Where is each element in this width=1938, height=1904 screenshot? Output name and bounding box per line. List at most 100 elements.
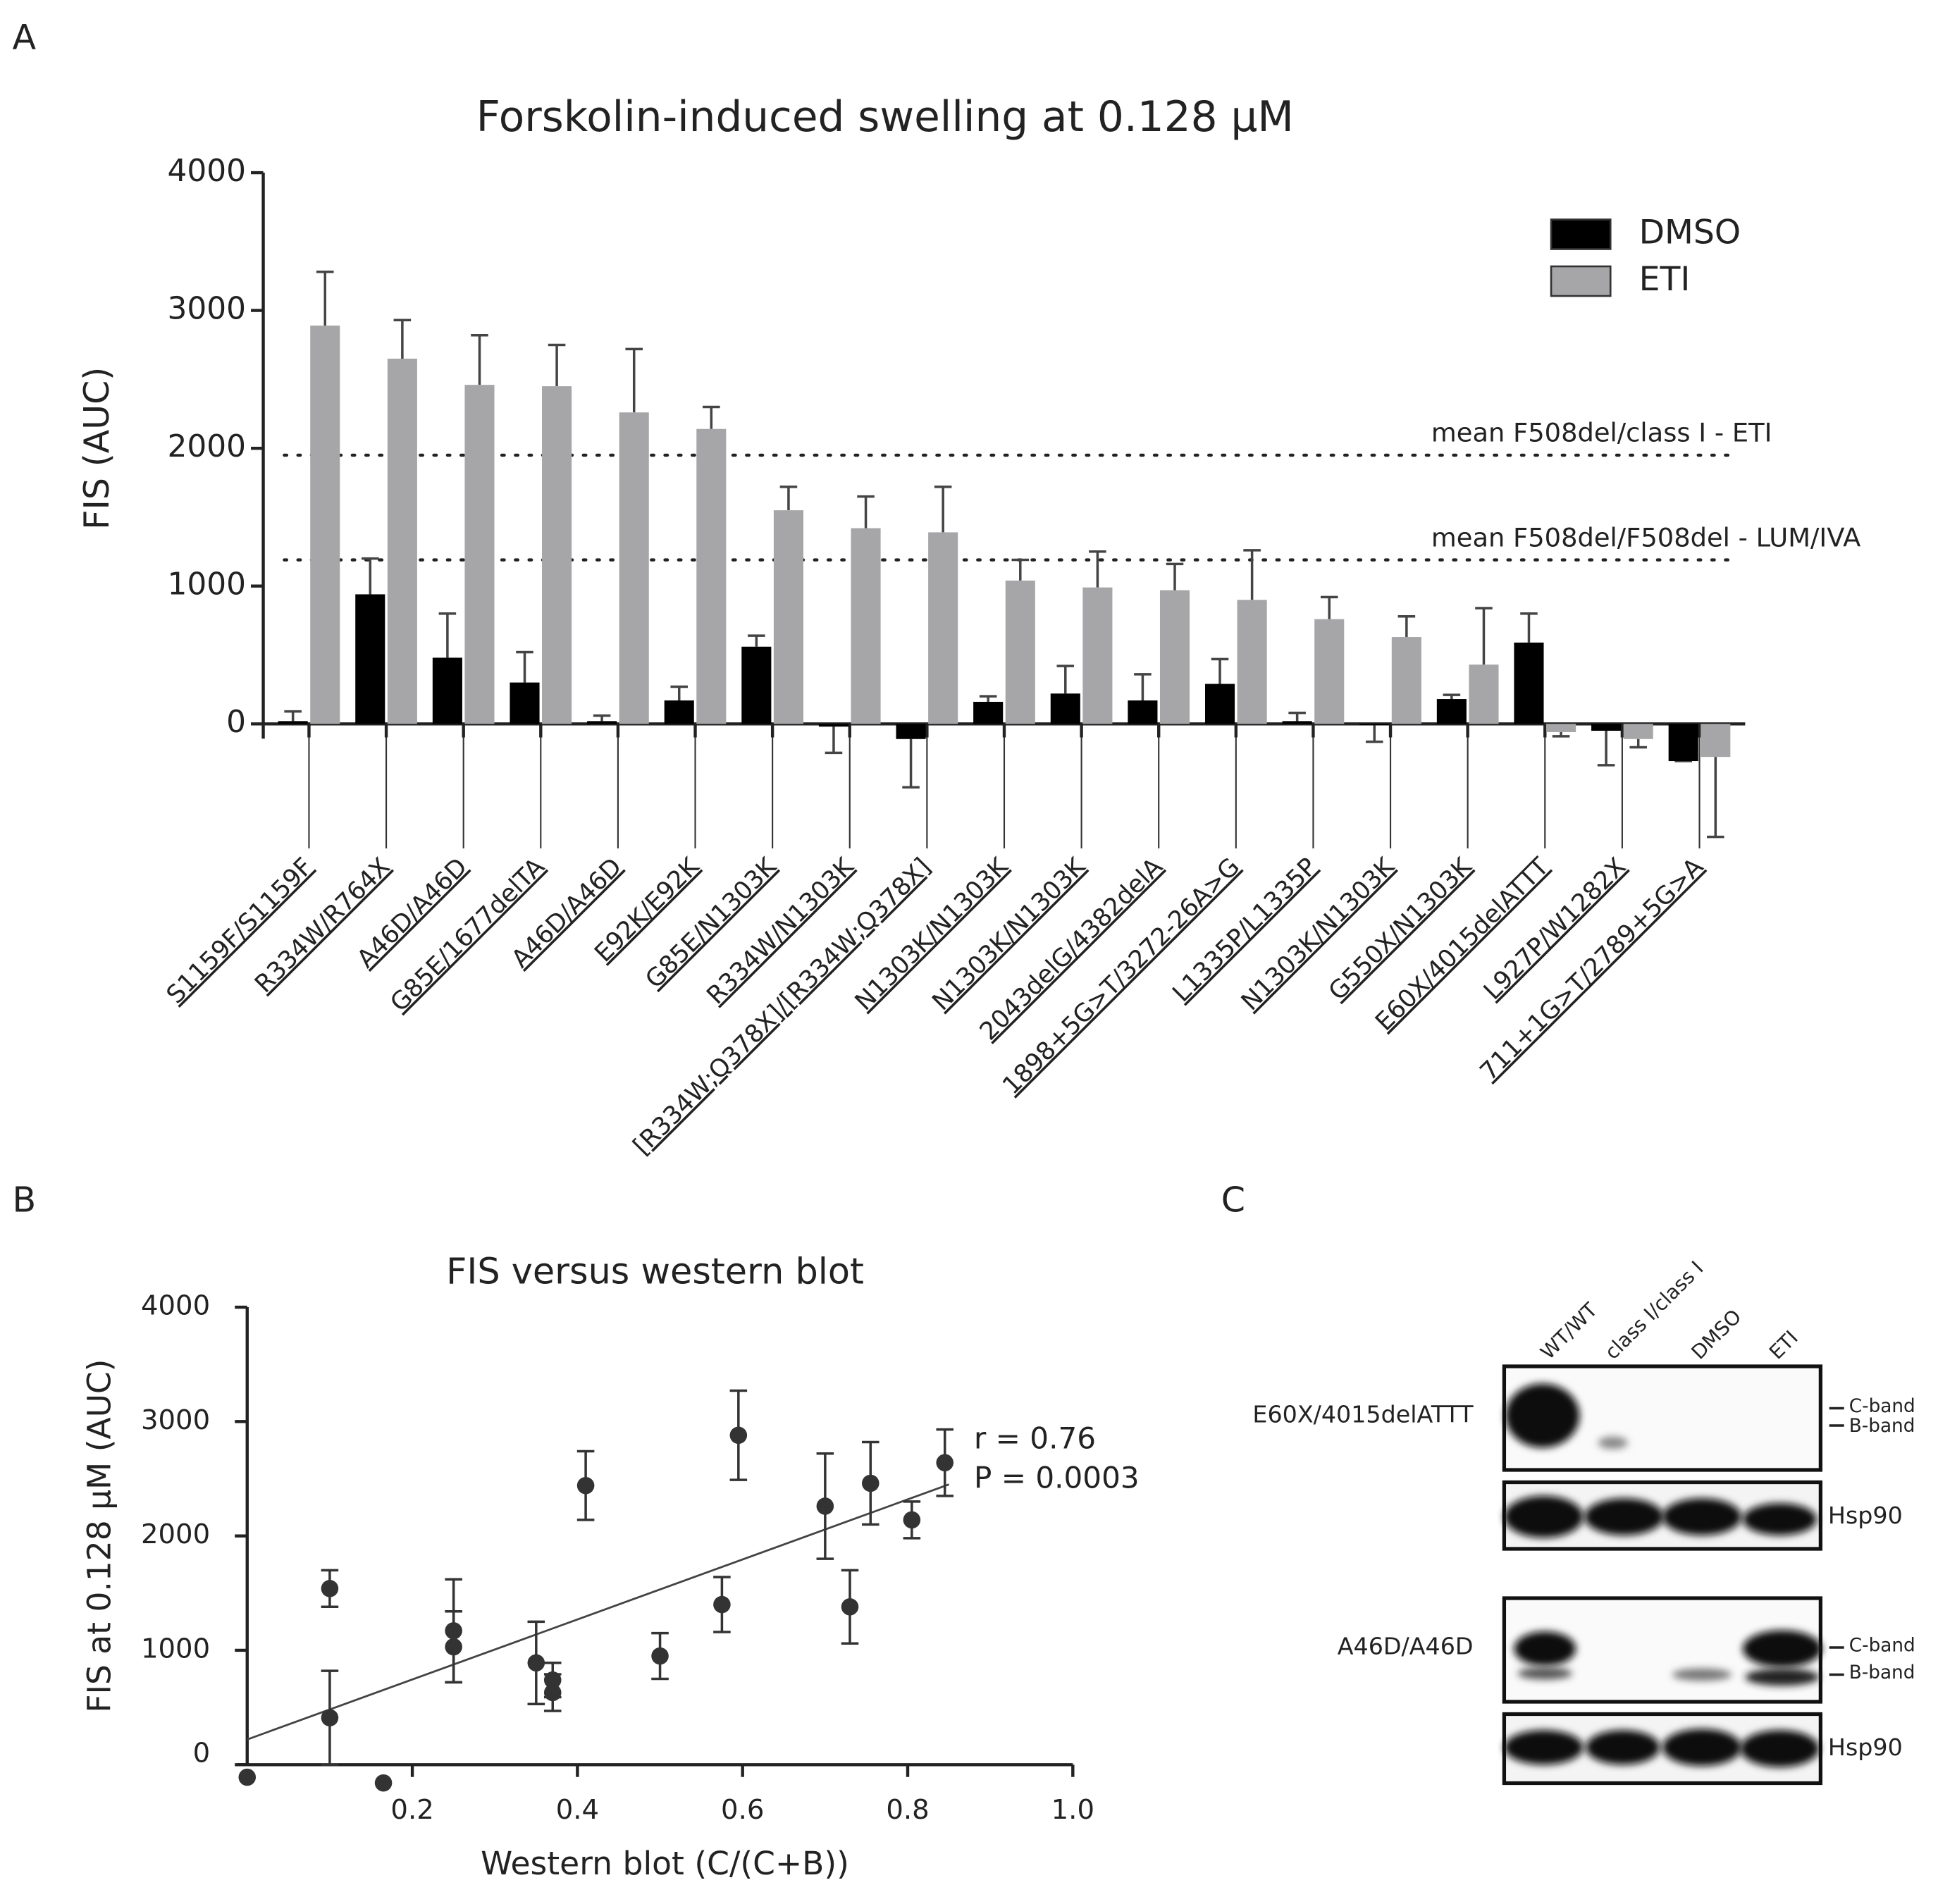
y-tick-label: 0 [226, 704, 246, 740]
bar [310, 326, 340, 724]
reference-label: mean F508del/class I - ETI [1431, 418, 1772, 448]
bar [1514, 642, 1544, 724]
band-label: C-band [1849, 1396, 1915, 1417]
bar [510, 682, 540, 724]
panel-label: C [1221, 1180, 1245, 1220]
band [1504, 1730, 1584, 1765]
legend-label: ETI [1639, 260, 1691, 299]
trend-line [247, 1483, 950, 1741]
reference-label: mean F508del/F508del - LUM/IVA [1431, 522, 1860, 552]
point [713, 1595, 731, 1614]
point [321, 1709, 339, 1726]
lane-label: DMSO [1687, 1305, 1746, 1364]
bar [1391, 637, 1421, 724]
x-tick-label: L927P/W1282X [1478, 852, 1631, 1006]
y-tick-label: 2000 [141, 1519, 210, 1550]
x-tick-label: 0.6 [721, 1794, 764, 1826]
point [238, 1768, 257, 1786]
bar [587, 721, 617, 724]
point [816, 1497, 834, 1515]
loading-control-label: Hsp90 [1828, 1733, 1903, 1761]
bar [896, 724, 926, 739]
western-blot: WT/WT class I/class I DMSO ETI E60X/4015… [1252, 1256, 1915, 1786]
y-tick-label: 3000 [141, 1404, 210, 1436]
legend-swatch [1550, 265, 1612, 297]
bar [1128, 700, 1158, 724]
band-label: B-band [1849, 1416, 1915, 1437]
x-tick-label: R334W/R764X [249, 852, 396, 998]
bar [1159, 590, 1190, 724]
bar [542, 386, 572, 724]
lane-label: WT/WT [1536, 1298, 1603, 1364]
x-tick-label: S1159F/S1159F [161, 852, 319, 1009]
band [1584, 1498, 1664, 1535]
bar [851, 528, 881, 724]
point [862, 1474, 879, 1492]
lane-label: ETI [1765, 1326, 1803, 1364]
band [1662, 1729, 1742, 1766]
y-axis-label: FIS (AUC) [76, 367, 117, 530]
band [1742, 1630, 1822, 1667]
band [1586, 1730, 1660, 1765]
band [1598, 1436, 1628, 1449]
bar [928, 532, 958, 724]
bar [973, 701, 1004, 724]
band [1514, 1631, 1576, 1667]
band [1745, 1668, 1820, 1686]
legend-swatch [1550, 218, 1612, 250]
x-tick-label: 0.2 [390, 1794, 433, 1826]
band [1742, 1503, 1817, 1535]
bar [1314, 619, 1345, 724]
x-tick-label: 0.8 [886, 1794, 929, 1826]
bar [1082, 587, 1113, 724]
annotation: r = 0.76 [974, 1421, 1096, 1456]
point [651, 1647, 669, 1665]
loading-control-label: Hsp90 [1828, 1502, 1903, 1529]
bar [432, 657, 462, 724]
x-tick-label: G85E/N1303K [640, 852, 782, 994]
bar [664, 700, 694, 724]
bar [1591, 724, 1622, 731]
x-tick-label: L1335P/L1335P [1167, 852, 1323, 1008]
point [841, 1598, 859, 1616]
point [527, 1654, 545, 1672]
x-tick-label: G550X/N1303K [1323, 852, 1477, 1006]
x-axis-label: Western blot (C/(C+B)) [481, 1845, 849, 1882]
band-label: C-band [1849, 1636, 1915, 1657]
bar [1436, 699, 1467, 724]
bar [1623, 724, 1653, 739]
row-label: E60X/4015delATTT [1252, 1401, 1474, 1428]
bar [464, 385, 495, 724]
point [374, 1774, 393, 1792]
bar [278, 721, 308, 724]
y-tick-label: 0 [193, 1738, 211, 1769]
bar [1469, 664, 1499, 724]
y-tick-label: 1000 [141, 1633, 210, 1664]
bar [1050, 693, 1080, 724]
bar [1237, 600, 1267, 724]
y-tick-label: 1000 [167, 567, 246, 602]
point [543, 1683, 562, 1702]
legend-label: DMSO [1639, 214, 1741, 252]
y-tick-label: 4000 [141, 1290, 210, 1322]
bar [773, 510, 803, 724]
chart-title: FIS versus western blot [446, 1251, 864, 1292]
x-tick-label: 0.4 [556, 1794, 599, 1826]
point [321, 1580, 339, 1597]
band [1517, 1667, 1572, 1680]
point [903, 1511, 921, 1529]
point [445, 1638, 462, 1656]
bar [1701, 724, 1731, 758]
point [936, 1454, 954, 1471]
y-tick-label: 2000 [167, 428, 246, 464]
bar [387, 359, 417, 724]
annotation: P = 0.0003 [974, 1461, 1140, 1495]
band [1662, 1498, 1742, 1535]
row-label: A46D/A46D [1338, 1633, 1474, 1660]
y-tick-label: 3000 [167, 291, 246, 327]
x-tick-label: 1.0 [1051, 1794, 1094, 1826]
band [1740, 1730, 1820, 1767]
band [1672, 1668, 1732, 1681]
bar [1546, 724, 1576, 732]
bar [741, 646, 772, 724]
